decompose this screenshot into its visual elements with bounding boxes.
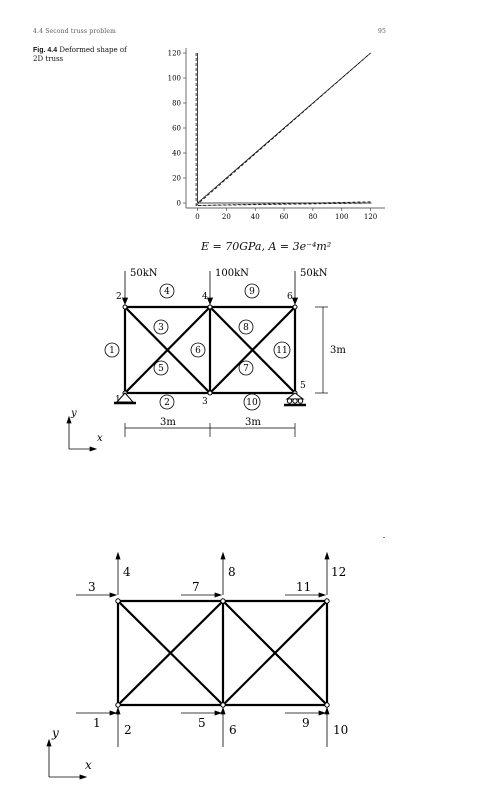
- truss-members: [116, 599, 329, 707]
- dof-label: 5: [198, 716, 206, 730]
- load-arrowhead-icon: [121, 297, 129, 306]
- load-label: 100kN: [215, 268, 249, 279]
- y-tick-label: 100: [168, 75, 181, 83]
- x-tick-label: 120: [364, 213, 377, 221]
- axis-y-label: y: [70, 408, 77, 419]
- joint-node: [207, 304, 213, 310]
- figure-caption-label: Fig. 4.4: [33, 47, 58, 54]
- dof-label: 9: [302, 716, 310, 730]
- x-tick-label: 20: [222, 213, 231, 221]
- deformed-shape-chart: 0 20 40 60 80 100 120 0 20 40 60 80 100 120: [168, 48, 385, 221]
- span-dimension-label: 3m: [160, 417, 176, 428]
- stray-mark: [383, 537, 385, 538]
- page-number: 95: [378, 28, 387, 35]
- dof-label: 6: [229, 723, 237, 737]
- dof-label: 11: [296, 580, 311, 594]
- joint-node: [122, 304, 128, 310]
- node-label: 3: [202, 397, 208, 407]
- dof-label: 2: [124, 723, 132, 737]
- roller-support-icon: [284, 392, 306, 407]
- dof-label: 10: [333, 723, 348, 737]
- joint-node: [324, 598, 330, 604]
- joint-node: [220, 702, 226, 708]
- x-tick-label: 100: [335, 213, 348, 221]
- element-label: 5: [158, 364, 164, 374]
- node-label: 5: [300, 381, 306, 391]
- dof-label: 12: [331, 565, 346, 579]
- original-series-line: [197, 52, 371, 204]
- x-tick-label: 80: [308, 213, 317, 221]
- element-label: 6: [195, 346, 201, 356]
- joint-node: [292, 304, 298, 310]
- node-label: 6: [287, 292, 293, 302]
- load-label: 50kN: [130, 268, 158, 279]
- load-arrowhead-icon: [206, 297, 214, 306]
- element-label: 9: [249, 287, 255, 297]
- element-label: 11: [276, 346, 287, 356]
- figure-caption-text: Deformed shape of 2D truss: [33, 46, 127, 63]
- element-label: 3: [158, 323, 164, 333]
- joint-node: [115, 702, 121, 708]
- member-8: [209, 306, 296, 394]
- deformed-series-line: [197, 201, 371, 206]
- joint-node: [207, 390, 213, 396]
- material-equation: E = 70GPa, A = 3e⁻⁴m²: [201, 240, 332, 253]
- element-label: 10: [246, 398, 258, 408]
- truss-members: [123, 305, 297, 395]
- node-label: 1: [115, 395, 121, 405]
- node-label: 2: [116, 292, 122, 302]
- axis-y-label: y: [51, 726, 59, 740]
- node-label: 4: [202, 292, 208, 302]
- joint-node: [115, 598, 121, 604]
- element-label: 7: [243, 364, 249, 374]
- deformed-series-line: [195, 52, 371, 206]
- x-tick-label: 0: [195, 213, 199, 221]
- truss-diagram-dof: 1 2 3 4 5 6 7 8 9 10 11 12 y x: [46, 551, 348, 780]
- coordinate-axes-icon: [46, 738, 88, 780]
- pin-support-icon: [114, 392, 136, 405]
- dof-label: 7: [192, 580, 200, 594]
- y-tick-label: 20: [172, 175, 181, 183]
- running-header: 4.4 Second truss problem: [33, 28, 117, 35]
- load-arrowhead-icon: [291, 297, 299, 306]
- dof-label: 3: [88, 580, 96, 594]
- joint-node: [324, 702, 330, 708]
- y-tick-label: 80: [172, 100, 181, 108]
- dof-label: 4: [123, 565, 131, 579]
- span-dimension-label: 3m: [245, 417, 261, 428]
- joint-node: [220, 598, 226, 604]
- axis-x-label: x: [97, 433, 103, 444]
- element-label: 8: [243, 323, 249, 333]
- x-tick-label: 60: [280, 213, 289, 221]
- y-tick-label: 120: [168, 50, 181, 58]
- load-label: 50kN: [300, 268, 328, 279]
- y-tick-label: 0: [177, 200, 181, 208]
- truss-diagram-loads: 50kN 100kN 50kN 1 2 3 4 5 6 1 2 3 4 5 6 …: [66, 268, 346, 452]
- dof-label: 1: [93, 716, 101, 730]
- y-tick-label: 60: [172, 125, 181, 133]
- axis-x-label: x: [85, 758, 92, 772]
- coordinate-axes-icon: [66, 415, 98, 452]
- element-label: 2: [164, 398, 170, 408]
- dof-label: 8: [228, 565, 236, 579]
- element-label: 1: [109, 346, 115, 356]
- x-tick-label: 40: [251, 213, 260, 221]
- height-dimension-label: 3m: [330, 345, 346, 356]
- figure-caption: Fig. 4.4 Deformed shape of 2D truss: [33, 46, 133, 63]
- y-tick-label: 40: [172, 150, 181, 158]
- element-label: 4: [164, 287, 170, 297]
- member-5: [124, 306, 211, 394]
